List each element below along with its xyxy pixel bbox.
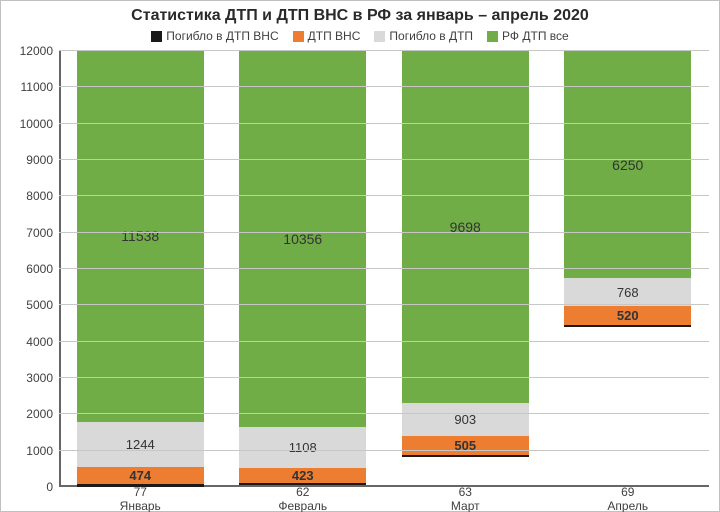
- bar-segment: [239, 483, 366, 485]
- bar-segment: 520: [564, 306, 691, 325]
- bar-segment-label: 10356: [239, 231, 366, 247]
- bar-segment: [564, 325, 691, 328]
- bar-slot: 77474124411538Январь: [59, 51, 222, 487]
- bar-segment: 423: [239, 468, 366, 483]
- gridline: [59, 413, 709, 414]
- bar-segment-label: 77: [59, 485, 222, 499]
- bar-segment-label: 768: [564, 285, 691, 300]
- y-tick-label: 1000: [5, 444, 53, 458]
- y-tick-label: 0: [5, 480, 53, 494]
- bar-segment-label: 69: [547, 485, 710, 499]
- legend-swatch: [374, 31, 385, 42]
- legend-label: Погибло в ДТП ВНС: [166, 29, 278, 43]
- bars-row: 77474124411538Январь62423110810356Феврал…: [59, 51, 709, 487]
- chart-legend: Погибло в ДТП ВНС ДТП ВНС Погибло в ДТП РФ …: [1, 29, 719, 43]
- bar-stack: 505 903 9698: [402, 51, 529, 457]
- legend-label: Погибло в ДТП: [389, 29, 473, 43]
- bar-segment: [402, 455, 529, 457]
- gridline: [59, 50, 709, 51]
- y-tick-label: 7000: [5, 226, 53, 240]
- y-tick-label: 5000: [5, 298, 53, 312]
- y-tick-label: 6000: [5, 262, 53, 276]
- chart-container: Статистика ДТП и ДТП ВНС в РФ за январь …: [0, 0, 720, 512]
- bar-segment-label: 9698: [402, 219, 529, 235]
- bar-segment-label: 62: [222, 485, 385, 499]
- bar-segment: 1108: [239, 427, 366, 467]
- bar-segment: 505: [402, 436, 529, 454]
- legend-swatch: [293, 31, 304, 42]
- legend-item: Погибло в ДТП ВНС: [151, 29, 278, 43]
- bar-segment-label: 1108: [239, 440, 366, 455]
- legend-item: РФ ДТП все: [487, 29, 569, 43]
- gridline: [59, 86, 709, 87]
- gridline: [59, 377, 709, 378]
- bar-slot: 62423110810356Февраль: [222, 51, 385, 487]
- bar-segment: 474: [77, 467, 204, 484]
- plot-area: 77474124411538Январь62423110810356Феврал…: [59, 51, 709, 487]
- bar-segment-label: 423: [239, 468, 366, 483]
- bar-segment: 768: [564, 278, 691, 306]
- gridline: [59, 123, 709, 124]
- gridline: [59, 232, 709, 233]
- legend-label: РФ ДТП все: [502, 29, 569, 43]
- bar-segment: 9698: [402, 51, 529, 403]
- legend-item: Погибло в ДТП: [374, 29, 473, 43]
- bar-segment: 6250: [564, 51, 691, 278]
- gridline: [59, 159, 709, 160]
- bar-stack: 520 768 6250: [564, 51, 691, 327]
- bar-segment: 10356: [239, 51, 366, 427]
- legend-label: ДТП ВНС: [308, 29, 361, 43]
- y-tick-label: 3000: [5, 371, 53, 385]
- bar-segment: [77, 484, 204, 487]
- bar-segment: 1244: [77, 422, 204, 467]
- y-tick-label: 2000: [5, 407, 53, 421]
- y-tick-label: 4000: [5, 335, 53, 349]
- y-tick-label: 10000: [5, 117, 53, 131]
- bar-slot: 695207686250Апрель: [547, 51, 710, 487]
- gridline: [59, 341, 709, 342]
- chart-title: Статистика ДТП и ДТП ВНС в РФ за январь …: [1, 1, 719, 25]
- bar-segment-label: 520: [564, 308, 691, 323]
- gridline: [59, 450, 709, 451]
- legend-item: ДТП ВНС: [293, 29, 361, 43]
- bar-segment: 11538: [77, 51, 204, 422]
- y-tick-label: 9000: [5, 153, 53, 167]
- bar-segment-label: 474: [77, 468, 204, 483]
- x-tick-label: Январь: [59, 499, 222, 512]
- y-tick-label: 8000: [5, 189, 53, 203]
- bar-slot: 635059039698Март: [384, 51, 547, 487]
- y-tick-label: 12000: [5, 44, 53, 58]
- gridline: [59, 268, 709, 269]
- x-tick-label: Март: [384, 499, 547, 512]
- gridline: [59, 195, 709, 196]
- bar-segment-label: 903: [402, 412, 529, 427]
- gridline: [59, 304, 709, 305]
- bar-segment-label: 63: [384, 485, 547, 499]
- legend-swatch: [487, 31, 498, 42]
- y-tick-label: 11000: [5, 80, 53, 94]
- bar-segment: 903: [402, 403, 529, 436]
- x-tick-label: Апрель: [547, 499, 710, 512]
- x-tick-label: Февраль: [222, 499, 385, 512]
- legend-swatch: [151, 31, 162, 42]
